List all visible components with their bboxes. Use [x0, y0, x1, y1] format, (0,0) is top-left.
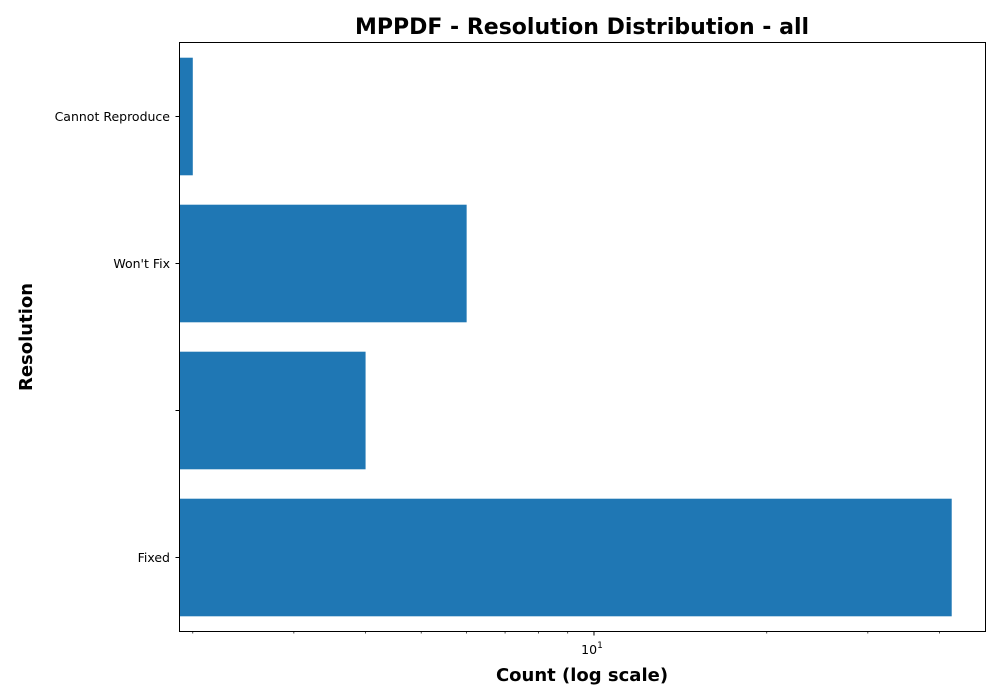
y-ticks-group: Cannot Reproduce Won't Fix Fixed [55, 109, 180, 565]
bars-group [180, 57, 952, 617]
y-axis-label: Resolution [16, 283, 37, 391]
y-tick-label-0: Cannot Reproduce [55, 109, 171, 124]
bar-1 [180, 204, 467, 323]
x-tick-label-exponent: 1 [597, 641, 603, 651]
y-tick-label-3: Fixed [138, 550, 170, 565]
bar-0 [180, 57, 193, 176]
plot-frame [179, 42, 986, 632]
bar-2 [180, 351, 366, 470]
chart-title: MPPDF - Resolution Distribution - all [355, 15, 809, 40]
y-tick-label-1: Won't Fix [113, 256, 170, 271]
bar-3 [180, 498, 952, 617]
x-tick-label-major: 101 [581, 641, 603, 657]
x-tick-label-base: 10 [581, 642, 597, 657]
x-axis-label: Count (log scale) [496, 665, 668, 686]
